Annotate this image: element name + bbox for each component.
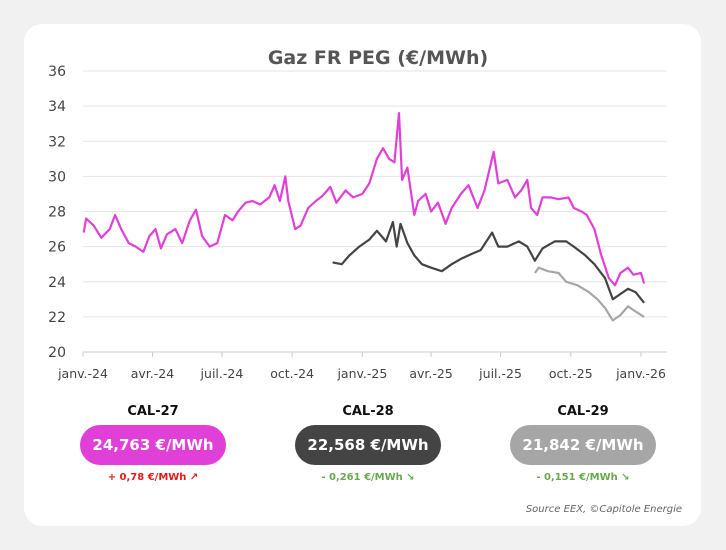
cal28-label: CAL-28 — [342, 404, 394, 419]
cal29-label: CAL-29 — [557, 404, 609, 419]
y-tick-label: 32 — [48, 134, 66, 150]
cal29-change: - 0,151 €/MWh ↘ — [503, 472, 663, 483]
y-tick-label: 20 — [48, 345, 66, 361]
y-tick-label: 28 — [48, 205, 66, 221]
series-line-cal-28 — [332, 220, 645, 304]
arrow-up-right-icon: ↗ — [189, 472, 199, 483]
y-tick-label: 36 — [48, 64, 66, 80]
source-note: Source EEX, ©Capitole Energie — [525, 504, 682, 515]
y-tick-label: 24 — [48, 275, 66, 291]
cal29-price-pill: 21,842 €/MWh — [510, 425, 656, 465]
y-tick-label: 22 — [48, 310, 66, 326]
y-tick-label: 34 — [48, 99, 66, 115]
cal27-change-text: + 0,78 €/MWh — [107, 472, 187, 483]
cal28-change-text: - 0,261 €/MWh — [321, 472, 403, 483]
chart-title: Gaz FR PEG (€/MWh) — [268, 47, 488, 69]
cal27-change: + 0,78 €/MWh ↗ — [73, 472, 233, 483]
series-line-cal-27 — [82, 112, 646, 287]
cal27-price-pill: 24,763 €/MWh — [80, 425, 226, 465]
x-tick-label: janv.-24 — [57, 366, 108, 381]
x-tick-label: avr.-25 — [409, 366, 452, 381]
x-tick-label: avr.-24 — [131, 366, 174, 381]
x-tick-label: juil.-24 — [200, 366, 244, 381]
x-tick-label: oct.-24 — [270, 366, 314, 381]
arrow-down-right-icon: ↘ — [621, 472, 630, 483]
cal28-price-pill: 22,568 €/MWh — [295, 425, 441, 465]
cal27-label: CAL-27 — [127, 404, 179, 419]
x-tick-label: oct.-25 — [549, 366, 593, 381]
cal29-change-text: - 0,151 €/MWh — [536, 472, 618, 483]
series-line-cal-29 — [534, 266, 645, 322]
x-tick-label: janv.-26 — [615, 366, 666, 381]
arrow-down-right-icon: ↘ — [406, 472, 415, 483]
cal28-change: - 0,261 €/MWh ↘ — [288, 472, 448, 483]
y-tick-label: 30 — [48, 169, 66, 185]
x-tick-label: juil.-25 — [478, 366, 522, 381]
x-tick-label: janv.-25 — [336, 366, 387, 381]
y-tick-label: 26 — [48, 240, 66, 256]
